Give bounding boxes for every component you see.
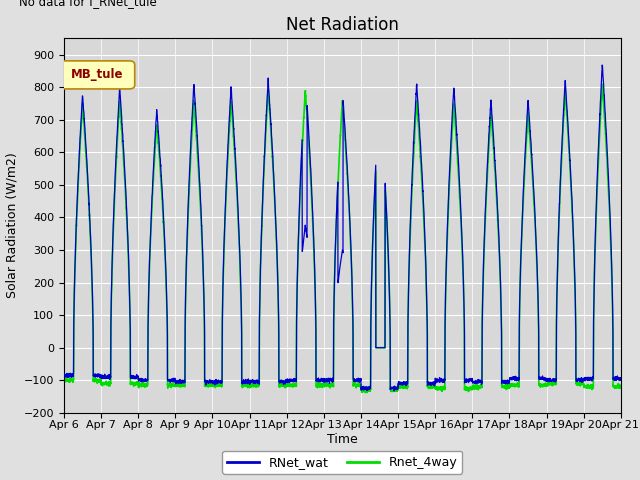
Rnet_4way bbox=[160, 231, 168, 237]
Rnet_4way bbox=[436, 384, 444, 390]
RNet_wat bbox=[616, 376, 624, 382]
RNet_wat bbox=[160, 224, 168, 230]
Text: MB_tule: MB_tule bbox=[71, 68, 124, 81]
X-axis label: Time: Time bbox=[327, 433, 358, 446]
Line: Rnet_4way: Rnet_4way bbox=[64, 84, 621, 393]
Rnet_4way bbox=[616, 384, 624, 390]
Rnet_4way bbox=[322, 383, 330, 388]
Text: No data for f_RNet_tule: No data for f_RNet_tule bbox=[19, 0, 157, 9]
Rnet_4way bbox=[362, 390, 369, 396]
Rnet_4way bbox=[598, 82, 606, 87]
RNet_wat bbox=[436, 376, 444, 382]
RNet_wat bbox=[467, 376, 475, 382]
Title: Net Radiation: Net Radiation bbox=[286, 16, 399, 34]
Rnet_4way bbox=[467, 385, 475, 391]
RNet_wat bbox=[617, 375, 625, 381]
Legend: RNet_wat, Rnet_4way: RNet_wat, Rnet_4way bbox=[223, 451, 462, 474]
Rnet_4way bbox=[499, 383, 507, 388]
Line: RNet_wat: RNet_wat bbox=[64, 65, 621, 391]
Y-axis label: Solar Radiation (W/m2): Solar Radiation (W/m2) bbox=[5, 153, 18, 299]
RNet_wat bbox=[598, 62, 606, 68]
RNet_wat bbox=[322, 377, 330, 383]
Rnet_4way bbox=[60, 378, 68, 384]
RNet_wat bbox=[390, 388, 398, 394]
FancyBboxPatch shape bbox=[60, 61, 134, 89]
RNet_wat bbox=[499, 377, 507, 383]
RNet_wat bbox=[60, 371, 68, 377]
Rnet_4way bbox=[617, 385, 625, 391]
